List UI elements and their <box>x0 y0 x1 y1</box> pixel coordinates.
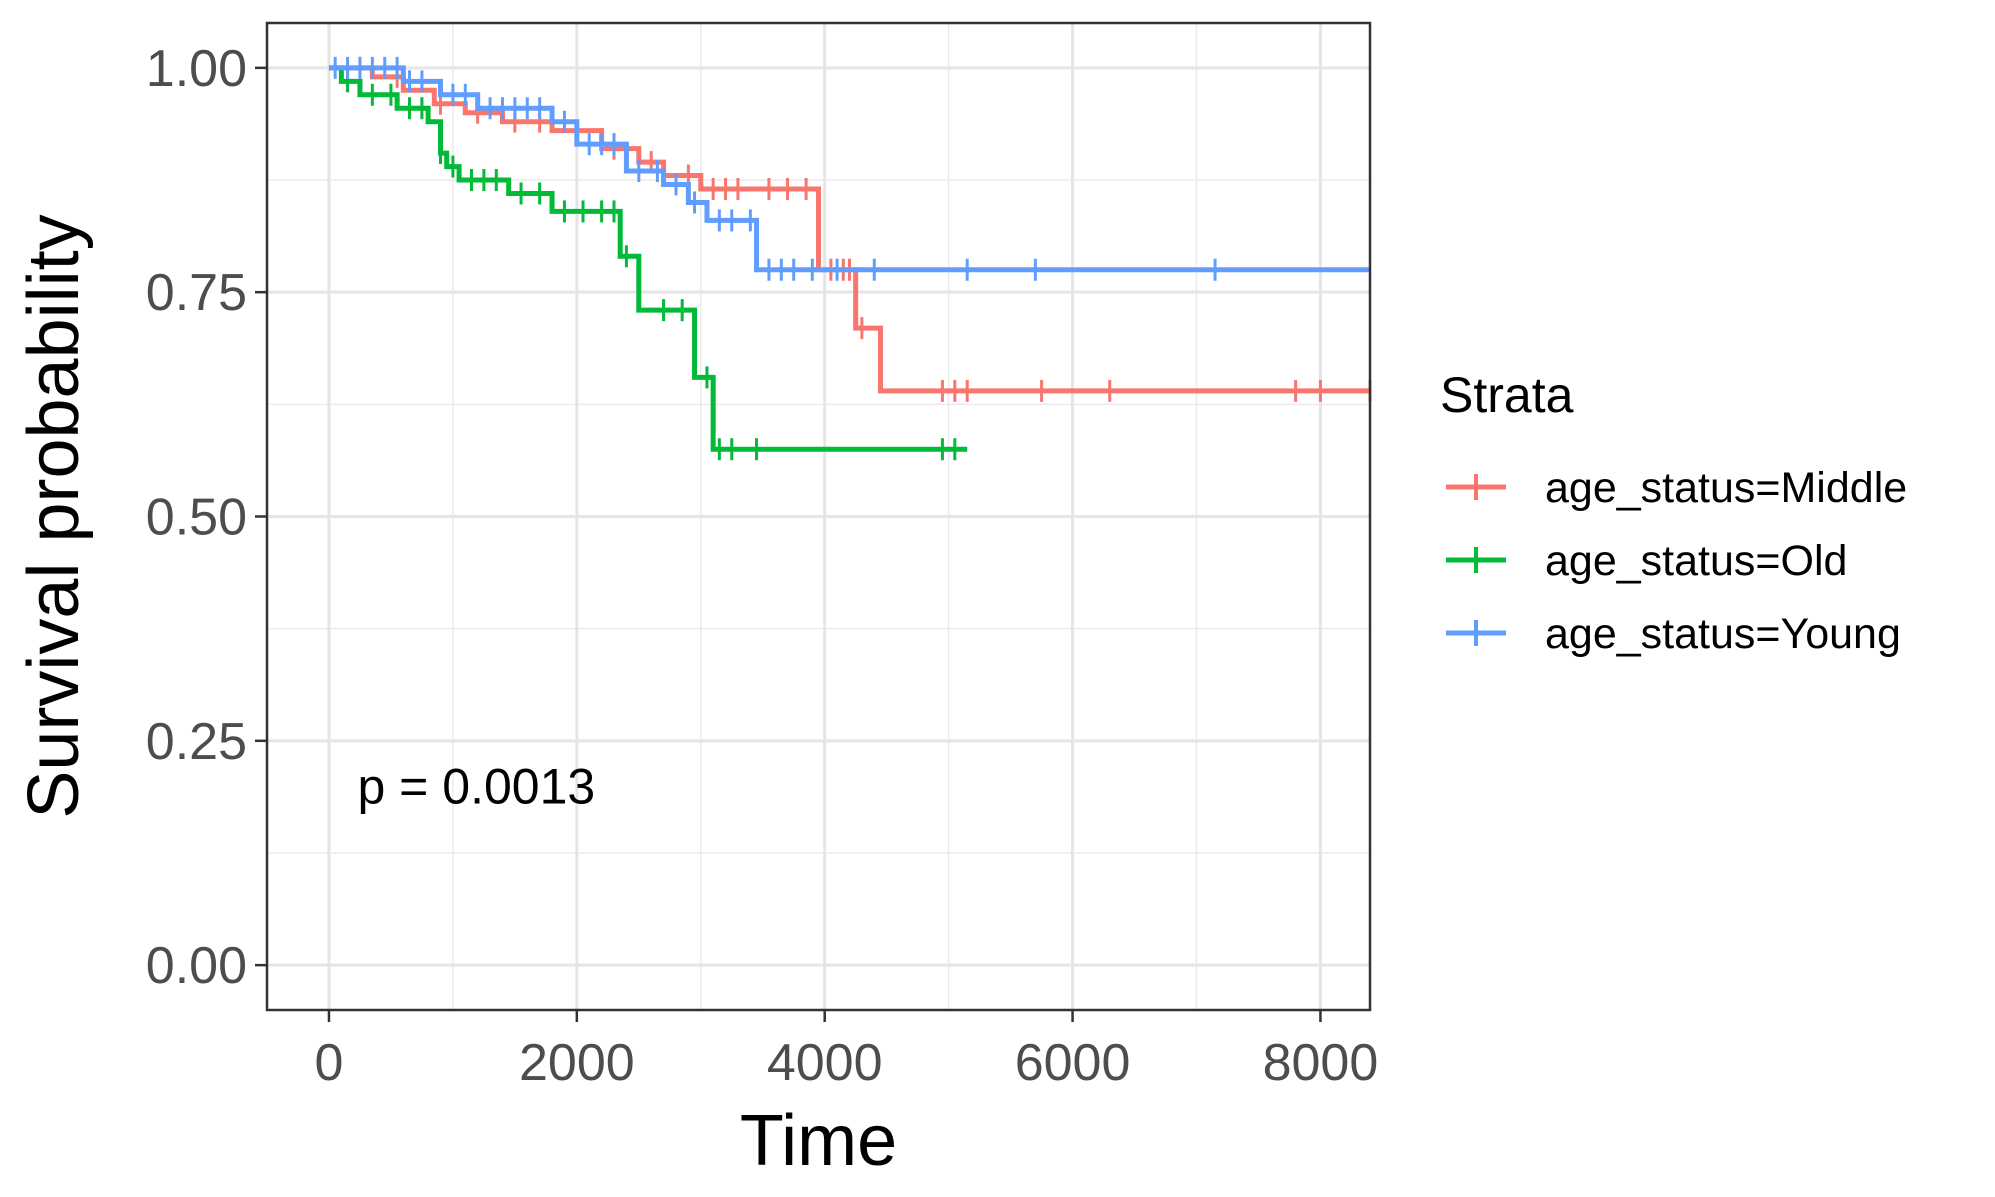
legend-label: age_status=Middle <box>1545 464 1907 512</box>
x-tick-label: 8000 <box>1263 1034 1379 1092</box>
series-2 <box>328 65 968 461</box>
x-tick-label: 2000 <box>519 1034 635 1092</box>
y-tick-label: 0.75 <box>146 264 247 322</box>
legend-item: age_status=Old <box>1446 537 1847 585</box>
legend-item: age_status=Young <box>1446 610 1901 658</box>
y-tick-label: 0.50 <box>146 489 247 547</box>
grid-lines <box>267 23 1370 1010</box>
series-3 <box>328 56 1370 281</box>
legend-item: age_status=Middle <box>1446 464 1907 512</box>
x-axis-title: Time <box>740 1101 897 1181</box>
y-tick-label: 0.25 <box>146 713 247 771</box>
y-tick-label: 0.00 <box>146 937 247 995</box>
x-tick-label: 4000 <box>767 1034 883 1092</box>
x-tick-label: 6000 <box>1015 1034 1131 1092</box>
y-tick-label: 1.00 <box>146 40 247 98</box>
x-tick-label: 0 <box>315 1034 344 1092</box>
legend: Strata age_status=Middle age_status=Oldag… <box>1440 367 1907 658</box>
legend-label: age_status=Young <box>1545 610 1901 658</box>
axes: 0 2000 4000 6000 8000 0.00 0.25 0.50 0.75 1.00 <box>146 40 1378 1092</box>
survival-curve <box>328 65 968 452</box>
p-value-annotation: p = 0.0013 <box>357 759 595 815</box>
legend-label: age_status=Old <box>1545 537 1847 585</box>
series-lines <box>328 56 1372 461</box>
legend-title: Strata <box>1440 367 1574 423</box>
y-axis-title: Survival probability <box>14 214 94 818</box>
